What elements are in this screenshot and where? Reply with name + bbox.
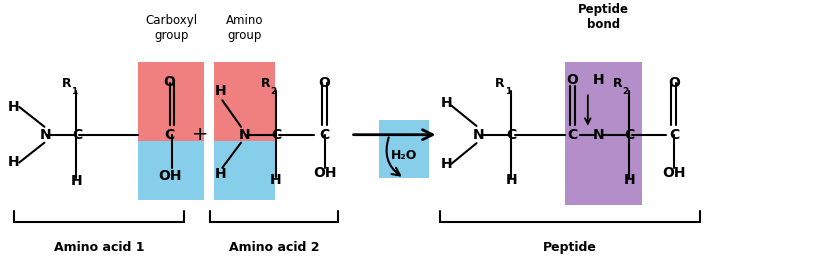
Text: H: H	[215, 84, 227, 98]
Text: H: H	[505, 173, 518, 187]
Text: 1: 1	[505, 87, 511, 96]
Text: C: C	[506, 128, 517, 142]
Text: N: N	[474, 128, 485, 142]
Text: +: +	[192, 125, 209, 144]
Text: 2: 2	[623, 87, 629, 96]
Text: C: C	[72, 128, 82, 142]
Text: C: C	[165, 128, 174, 142]
Text: N: N	[593, 128, 604, 142]
Text: R: R	[496, 77, 505, 90]
Text: H: H	[593, 73, 604, 87]
FancyBboxPatch shape	[138, 62, 205, 200]
Text: H: H	[441, 96, 452, 110]
Text: Amino
group: Amino group	[226, 13, 263, 42]
Text: N: N	[240, 128, 251, 142]
Text: H: H	[270, 173, 282, 187]
Text: OH: OH	[662, 166, 685, 180]
Text: N: N	[40, 128, 52, 142]
FancyBboxPatch shape	[214, 62, 275, 200]
Text: R: R	[261, 77, 271, 90]
Text: C: C	[319, 128, 330, 142]
Text: H: H	[8, 155, 20, 169]
Text: R: R	[62, 77, 71, 90]
Text: C: C	[624, 128, 634, 142]
Text: Carboxyl
group: Carboxyl group	[145, 13, 197, 42]
Text: H₂O: H₂O	[391, 149, 417, 162]
Text: R: R	[613, 77, 623, 90]
Text: O: O	[668, 76, 680, 90]
Text: H: H	[441, 157, 452, 171]
Text: Amino acid 2: Amino acid 2	[229, 241, 319, 254]
Text: Peptide
bond: Peptide bond	[578, 3, 628, 31]
Text: O: O	[566, 73, 579, 87]
Text: C: C	[669, 128, 679, 142]
Text: 1: 1	[71, 87, 77, 96]
Text: Peptide: Peptide	[543, 241, 597, 254]
Text: 2: 2	[271, 87, 276, 96]
Text: OH: OH	[313, 166, 337, 180]
Text: H: H	[8, 100, 20, 114]
Text: Amino acid 1: Amino acid 1	[54, 241, 144, 254]
FancyBboxPatch shape	[379, 120, 430, 178]
Text: H: H	[71, 174, 83, 188]
Text: H: H	[623, 173, 635, 187]
Text: C: C	[567, 128, 578, 142]
Text: C: C	[271, 128, 281, 142]
FancyBboxPatch shape	[138, 141, 205, 200]
Text: H: H	[215, 167, 227, 182]
Text: O: O	[319, 76, 331, 90]
FancyBboxPatch shape	[565, 62, 642, 205]
FancyBboxPatch shape	[214, 141, 275, 200]
Text: OH: OH	[158, 169, 181, 183]
Text: O: O	[164, 75, 175, 89]
